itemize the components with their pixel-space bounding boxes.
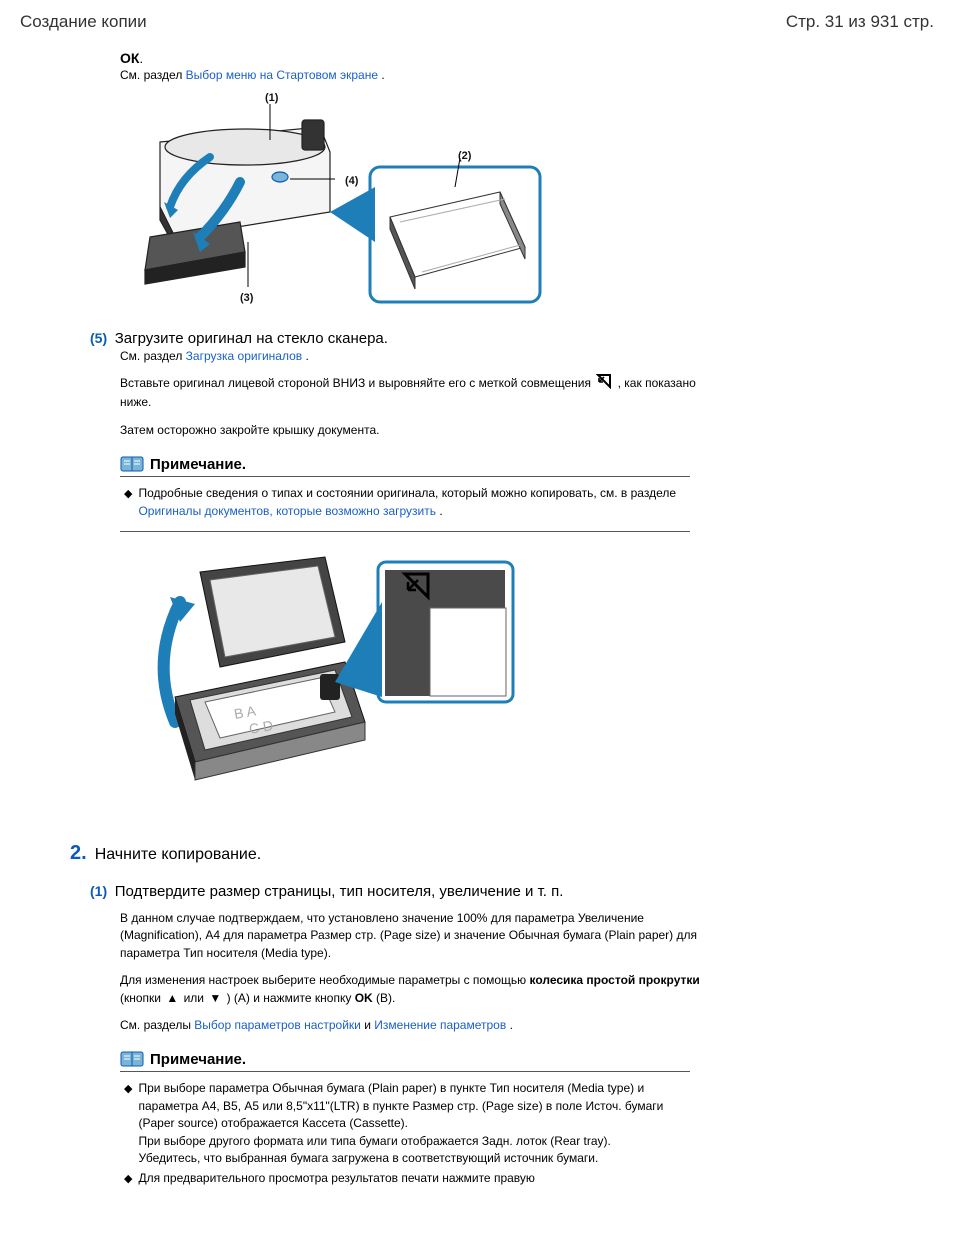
- page-header: Создание копии Стр. 31 из 931 стр.: [20, 12, 934, 32]
- step5-num: (5): [90, 330, 107, 346]
- sub1-title: Подтвердите размер страницы, тип носител…: [115, 883, 564, 900]
- header-right: Стр. 31 из 931 стр.: [786, 12, 934, 32]
- step5-p2: Затем осторожно закройте крышку документ…: [120, 422, 720, 439]
- ok-block: ОК. См. раздел Выбор меню на Стартовом э…: [120, 50, 934, 82]
- sub-step-1: (1) Подтвердите размер страницы, тип нос…: [90, 883, 934, 900]
- sub1-p2e: (B).: [376, 991, 395, 1005]
- book-icon: [120, 455, 144, 473]
- note2-b2: Для предварительного просмотра результат…: [138, 1170, 534, 1187]
- step-5: (5) Загрузите оригинал на стекло сканера…: [90, 330, 934, 363]
- note-2: Примечание. ◆ При выборе параметра Обычн…: [120, 1050, 690, 1199]
- sub1-p2c: или: [184, 991, 208, 1005]
- note1-b1-wrap: Подробные сведения о типах и состоянии о…: [138, 485, 690, 520]
- note1-header: Примечание.: [120, 455, 690, 477]
- note1-title: Примечание.: [150, 456, 246, 473]
- note2-bullet-2: ◆ Для предварительного просмотра результ…: [124, 1170, 690, 1188]
- step5-p1: Вставьте оригинал лицевой стороной ВНИЗ …: [120, 373, 720, 412]
- bullet-icon: ◆: [124, 1172, 132, 1188]
- sub1-link1[interactable]: Выбор параметров настройки: [194, 1018, 361, 1032]
- note1-body: ◆ Подробные сведения о типах и состоянии…: [120, 477, 690, 532]
- sub1-p2-bold1: колесика простой прокрутки: [530, 973, 700, 987]
- step5-see: См. раздел: [120, 349, 186, 363]
- header-left: Создание копии: [20, 12, 147, 32]
- ok-link[interactable]: Выбор меню на Стартовом экране: [186, 68, 378, 82]
- callout-4: (4): [345, 175, 358, 187]
- note2-bullet-1: ◆ При выборе параметра Обычная бумага (P…: [124, 1080, 690, 1167]
- sub1-dot: .: [510, 1018, 513, 1032]
- sub1-num: (1): [90, 883, 107, 899]
- book-icon: [120, 1050, 144, 1068]
- callout-1: (1): [265, 92, 278, 104]
- sub1-p2: Для изменения настроек выберите необходи…: [120, 972, 720, 1007]
- figure-printer-tray: (1) (2) (3) (4): [120, 92, 550, 312]
- sub1-see: См. разделы: [120, 1018, 194, 1032]
- step5-title: Загрузите оригинал на стекло сканера.: [115, 330, 388, 347]
- callout-3: (3): [240, 292, 253, 304]
- sub1-p2d: ) (A) и нажмите кнопку: [227, 991, 355, 1005]
- arrow-down-icon: ▼: [209, 990, 221, 1007]
- sub1-p2b: (кнопки: [120, 991, 164, 1005]
- printer-tray-illustration: [120, 92, 550, 312]
- sub1-p1: В данном случае подтверждаем, что устано…: [120, 910, 720, 962]
- note1-b1b: .: [439, 504, 442, 518]
- note2-b1: При выборе параметра Обычная бумага (Pla…: [138, 1080, 690, 1167]
- note2-title: Примечание.: [150, 1051, 246, 1068]
- ok-label: ОК: [120, 50, 139, 66]
- sub1-see-row: См. разделы Выбор параметров настройки и…: [120, 1017, 720, 1034]
- note1-link[interactable]: Оригиналы документов, которые возможно з…: [138, 504, 436, 518]
- step2-title: Начните копирование.: [95, 846, 262, 864]
- step5-link-dot: .: [305, 349, 308, 363]
- sub1-and: и: [364, 1018, 374, 1032]
- bullet-icon: ◆: [124, 487, 132, 503]
- note2-header: Примечание.: [120, 1050, 690, 1072]
- sub1-link2[interactable]: Изменение параметров: [374, 1018, 506, 1032]
- scanner-illustration: B A C D: [120, 542, 520, 802]
- step5-link[interactable]: Загрузка оригиналов: [186, 349, 302, 363]
- step-2: 2. Начните копирование.: [70, 842, 934, 865]
- figure-scanner-open: B A C D: [120, 542, 520, 802]
- ok-dot: .: [139, 51, 143, 66]
- callout-2: (2): [458, 150, 471, 162]
- step5-p1a: Вставьте оригинал лицевой стороной ВНИЗ …: [120, 376, 594, 390]
- bullet-icon: ◆: [124, 1082, 132, 1098]
- note2-body: ◆ При выборе параметра Обычная бумага (P…: [120, 1072, 690, 1199]
- sub1-p2a: Для изменения настроек выберите необходи…: [120, 973, 530, 987]
- arrow-up-icon: ▲: [166, 990, 178, 1007]
- note1-bullet-1: ◆ Подробные сведения о типах и состоянии…: [124, 485, 690, 520]
- note1-b1a: Подробные сведения о типах и состоянии о…: [138, 486, 676, 500]
- ok-see: См. раздел: [120, 68, 186, 82]
- ok-link-dot: .: [381, 68, 384, 82]
- sub1-p2-ok: OK: [355, 991, 373, 1005]
- step5-see-row: См. раздел Загрузка оригиналов .: [120, 349, 934, 363]
- note-1: Примечание. ◆ Подробные сведения о типах…: [120, 455, 690, 532]
- step2-num: 2.: [70, 842, 87, 865]
- ok-see-row: См. раздел Выбор меню на Стартовом экран…: [120, 68, 934, 82]
- alignment-mark-icon: [596, 373, 612, 394]
